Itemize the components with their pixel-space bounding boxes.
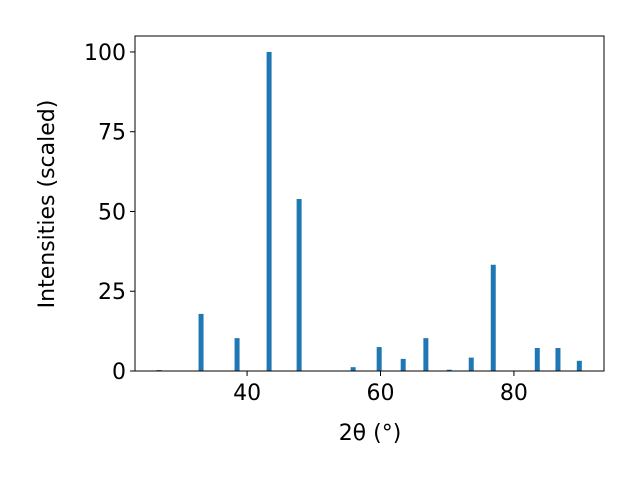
y-tick-label: 0: [112, 360, 126, 385]
bar: [468, 357, 474, 371]
y-axis-label: Intensities (scaled): [35, 100, 60, 309]
x-tick-label: 60: [367, 381, 395, 406]
bar: [234, 338, 240, 371]
bar: [423, 338, 429, 371]
y-tick-label: 100: [84, 41, 126, 66]
bar: [266, 51, 272, 371]
bar: [490, 264, 496, 371]
bar: [446, 369, 452, 371]
x-tick-label: 80: [500, 381, 528, 406]
bar: [534, 348, 540, 371]
bar: [350, 367, 356, 371]
y-tick-label: 75: [98, 121, 126, 146]
x-tick-label: 40: [233, 381, 261, 406]
y-tick-label: 50: [98, 200, 126, 225]
bar: [198, 313, 204, 371]
bar: [576, 360, 582, 371]
bar: [296, 199, 302, 371]
x-axis-label: 2θ (°): [339, 421, 402, 446]
plot-frame: [134, 35, 605, 372]
bar: [555, 348, 561, 371]
y-tick-label: 25: [98, 280, 126, 305]
bar: [400, 358, 406, 371]
bar: [376, 347, 382, 371]
